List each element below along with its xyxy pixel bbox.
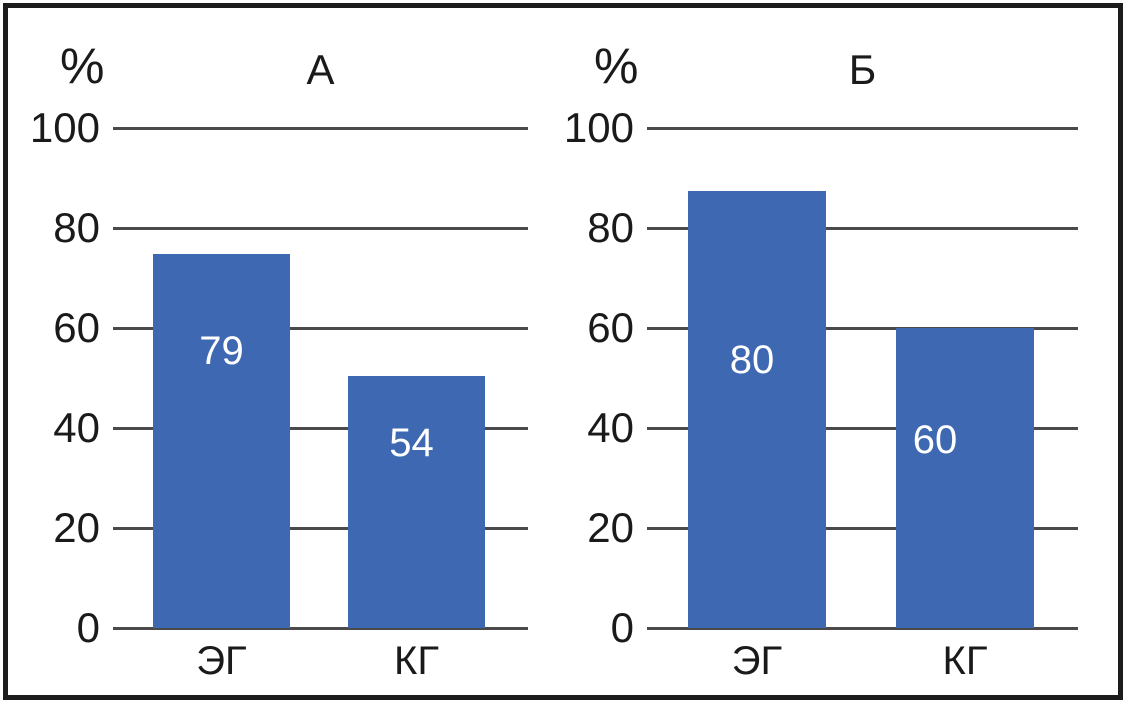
gridline-b-0 [647, 626, 1078, 630]
y-tick-label-b-20: 20 [587, 504, 634, 551]
gridline-a-60 [113, 326, 528, 330]
gridline-a-20 [113, 526, 528, 530]
y-tick-label-a-0: 0 [76, 604, 100, 651]
bar-value-label-b-кг: 60 [912, 418, 958, 462]
bar-value-label-a-эг: 79 [199, 328, 244, 373]
y-tick-label-a-60: 60 [53, 304, 100, 351]
y-axis-unit-label-b: % [594, 38, 639, 94]
bar-b-кг [896, 328, 1034, 628]
figure-border [3, 3, 1123, 700]
y-tick-label-b-60: 60 [587, 304, 634, 351]
gridline-b-60 [647, 326, 1078, 330]
y-tick-label-b-0: 0 [610, 604, 634, 651]
x-axis-label-a-эг: ЭГ [196, 639, 247, 683]
gridline-b-100 [647, 126, 1078, 130]
chart-title-b: Б [848, 46, 877, 93]
y-tick-label-a-40: 40 [53, 404, 100, 451]
bar-a-кг [348, 376, 485, 628]
y-tick-label-a-100: 100 [29, 104, 100, 151]
gridline-b-80 [647, 226, 1078, 230]
gridline-b-20 [647, 526, 1078, 530]
chart-title-a: А [306, 46, 335, 93]
y-tick-label-a-80: 80 [53, 204, 100, 251]
gridline-b-40 [647, 426, 1078, 430]
bar-b-эг [688, 191, 826, 628]
y-tick-label-b-100: 100 [563, 104, 634, 151]
bar-a-эг [153, 254, 290, 628]
y-tick-label-b-80: 80 [587, 204, 634, 251]
bar-value-label-b-эг: 80 [729, 338, 775, 382]
x-axis-label-a-кг: КГ [394, 639, 439, 683]
x-axis-label-b-эг: ЭГ [731, 639, 783, 683]
x-axis-label-b-кг: КГ [942, 639, 988, 683]
y-tick-label-b-40: 40 [587, 404, 634, 451]
gridline-a-0 [113, 626, 528, 630]
bar-value-label-a-кг: 54 [389, 421, 434, 465]
gridline-a-100 [113, 126, 528, 130]
y-axis-unit-label-a: % [60, 38, 105, 94]
y-tick-label-a-20: 20 [53, 504, 100, 551]
gridline-a-80 [113, 226, 528, 230]
gridline-a-40 [113, 426, 528, 430]
